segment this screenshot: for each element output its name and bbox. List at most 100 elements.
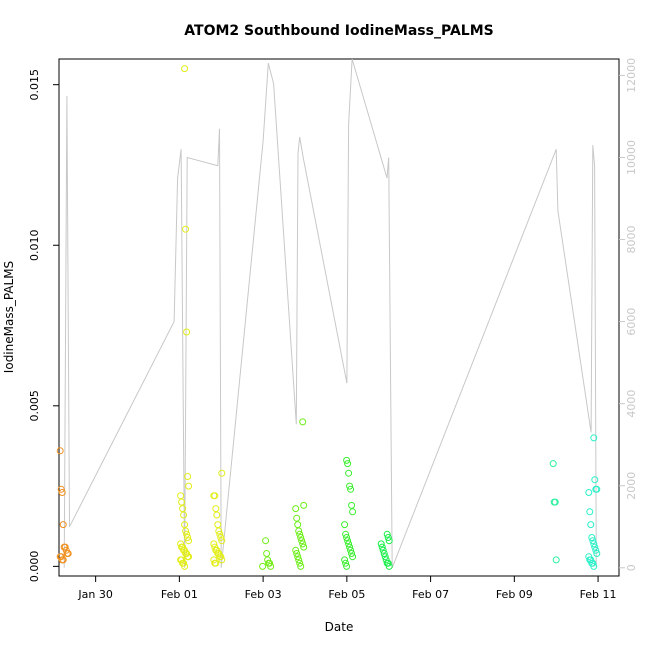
data-point xyxy=(590,562,598,570)
data-point xyxy=(218,556,226,564)
data-point xyxy=(180,559,188,567)
data-point xyxy=(217,553,225,561)
x-tick-label: Feb 03 xyxy=(245,588,282,601)
data-point xyxy=(377,540,385,548)
data-point xyxy=(267,562,275,570)
data-point xyxy=(384,534,392,541)
data-point xyxy=(182,225,190,233)
data-point xyxy=(181,562,189,570)
data-point xyxy=(295,556,303,564)
data-point xyxy=(589,559,597,567)
data-point xyxy=(379,546,387,554)
data-point xyxy=(342,530,350,538)
y2-tick-label: 10000 xyxy=(625,140,638,175)
data-point xyxy=(378,543,386,551)
data-point xyxy=(383,530,391,538)
data-point xyxy=(292,505,300,513)
data-point xyxy=(586,508,594,516)
data-point xyxy=(181,65,189,73)
x-tick-label: Jan 30 xyxy=(77,588,112,601)
data-point xyxy=(299,540,307,548)
data-point xyxy=(590,434,598,442)
data-point xyxy=(346,543,354,551)
data-point xyxy=(58,489,66,496)
data-point xyxy=(263,550,271,557)
data-point xyxy=(211,492,219,500)
data-point xyxy=(298,537,306,545)
data-point xyxy=(589,537,597,545)
y2-tick-label: 4000 xyxy=(625,390,638,418)
y2-axis: 0 2000 4000 6000 8000 10000 12000 xyxy=(619,58,638,571)
data-point xyxy=(218,469,226,477)
x-tick-label: Feb 01 xyxy=(161,588,198,601)
x-tick-label: Feb 11 xyxy=(580,588,617,601)
data-point xyxy=(385,562,393,570)
data-point xyxy=(549,460,557,468)
x-tick-label: Feb 07 xyxy=(412,588,449,601)
y-tick-label: 0.000 xyxy=(28,551,41,583)
data-point xyxy=(59,556,67,564)
data-point xyxy=(183,530,191,538)
data-point xyxy=(343,456,351,464)
x-axis: Jan 30 Feb 01 Feb 03 Feb 05 Feb 07 Feb 09 Feb … xyxy=(77,576,617,601)
data-point xyxy=(343,534,351,541)
data-point xyxy=(296,530,304,538)
data-point xyxy=(591,476,599,484)
data-point xyxy=(259,562,267,570)
y2-tick-label: 2000 xyxy=(625,472,638,500)
data-point xyxy=(347,546,355,554)
data-point xyxy=(384,559,392,567)
data-point xyxy=(294,521,302,529)
data-point xyxy=(347,485,355,493)
data-point xyxy=(212,559,220,567)
data-point xyxy=(345,469,353,477)
data-point xyxy=(348,550,356,557)
data-point xyxy=(182,527,190,535)
y2-tick-label: 0 xyxy=(625,564,638,571)
data-point xyxy=(180,511,188,519)
chart-title: ATOM2 Southbound IodineMass_PALMS xyxy=(184,23,493,39)
x-tick-label: Feb 05 xyxy=(328,588,365,601)
data-point xyxy=(262,537,270,545)
data-point xyxy=(341,556,349,564)
y-tick-label: 0.015 xyxy=(28,69,41,101)
data-point xyxy=(552,556,560,564)
data-point xyxy=(297,534,305,541)
data-point xyxy=(593,485,601,493)
plot-frame xyxy=(58,58,620,577)
data-point xyxy=(341,521,349,529)
data-point xyxy=(345,540,353,548)
data-point xyxy=(385,537,393,545)
data-point xyxy=(183,328,191,336)
data-point xyxy=(185,537,193,545)
data-point xyxy=(266,559,274,567)
y-axis: 0.000 0.005 0.010 0.015 xyxy=(28,69,59,582)
data-point xyxy=(590,540,598,548)
data-point xyxy=(296,559,304,567)
data-point xyxy=(299,418,307,426)
data-point xyxy=(295,527,303,535)
data-point xyxy=(587,521,595,529)
data-point xyxy=(588,534,596,541)
data-point xyxy=(217,534,225,541)
altitude-line xyxy=(63,58,597,568)
x-tick-label: Feb 09 xyxy=(496,588,533,601)
y-tick-label: 0.005 xyxy=(28,390,41,422)
data-point xyxy=(585,489,593,496)
data-point xyxy=(213,511,221,519)
data-point xyxy=(344,460,352,468)
data-point xyxy=(593,550,601,557)
data-point xyxy=(185,553,193,561)
data-point xyxy=(293,514,301,522)
data-point xyxy=(348,501,356,509)
data-point xyxy=(292,546,300,554)
data-point xyxy=(184,473,192,480)
x-axis-label: Date xyxy=(325,620,354,634)
data-point xyxy=(297,562,305,570)
data-point xyxy=(592,546,600,554)
data-point xyxy=(591,543,599,551)
data-point xyxy=(551,498,559,506)
y-axis-label: IodineMass_PALMS xyxy=(2,261,16,373)
data-point xyxy=(185,482,193,490)
altitude-line-layer xyxy=(63,58,597,568)
